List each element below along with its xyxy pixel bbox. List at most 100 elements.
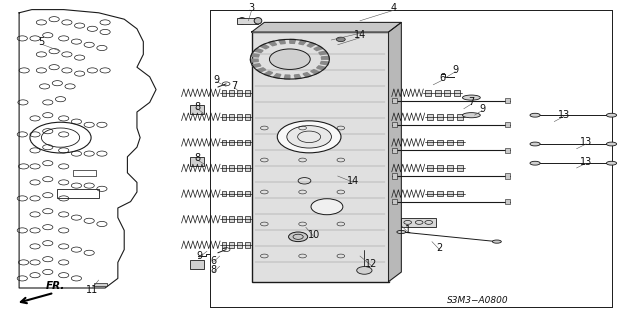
Text: 9: 9	[213, 75, 220, 85]
Polygon shape	[307, 43, 316, 47]
Text: 14: 14	[354, 30, 366, 40]
Ellipse shape	[530, 161, 540, 165]
Polygon shape	[279, 40, 285, 44]
Circle shape	[269, 49, 310, 69]
Bar	[447, 140, 453, 145]
Bar	[447, 191, 453, 196]
Polygon shape	[299, 40, 306, 45]
Polygon shape	[19, 10, 156, 288]
Circle shape	[357, 267, 372, 274]
Polygon shape	[321, 56, 329, 59]
Text: 8: 8	[194, 102, 201, 112]
Bar	[229, 140, 234, 145]
Polygon shape	[268, 41, 276, 46]
Bar	[238, 90, 242, 96]
Bar	[238, 140, 242, 145]
Bar	[57, 189, 99, 198]
Circle shape	[277, 121, 341, 153]
Text: 13: 13	[580, 137, 592, 148]
Polygon shape	[284, 75, 290, 79]
Bar	[222, 191, 227, 196]
Text: 2: 2	[436, 243, 443, 253]
Polygon shape	[260, 44, 269, 49]
Polygon shape	[314, 46, 323, 51]
Bar	[437, 114, 443, 120]
Text: 6: 6	[440, 73, 446, 84]
Bar	[222, 140, 227, 145]
Polygon shape	[273, 74, 281, 78]
Polygon shape	[251, 54, 259, 57]
Bar	[190, 105, 204, 114]
Text: 9: 9	[452, 65, 459, 76]
Bar	[392, 98, 397, 103]
Polygon shape	[303, 73, 311, 77]
Ellipse shape	[606, 113, 617, 117]
Bar	[437, 191, 443, 196]
Text: 8: 8	[210, 265, 217, 276]
Polygon shape	[264, 71, 273, 76]
Bar	[505, 122, 510, 127]
Text: 7: 7	[231, 81, 238, 92]
Bar	[425, 90, 431, 96]
Polygon shape	[311, 70, 320, 74]
Polygon shape	[257, 68, 266, 72]
Polygon shape	[389, 22, 401, 282]
Text: 12: 12	[365, 259, 378, 269]
Circle shape	[289, 232, 308, 242]
Bar	[245, 140, 250, 145]
Bar	[454, 90, 460, 96]
Ellipse shape	[397, 230, 406, 234]
Polygon shape	[250, 59, 259, 62]
Bar	[437, 165, 443, 171]
Text: 6: 6	[210, 256, 217, 266]
Ellipse shape	[606, 142, 617, 146]
Ellipse shape	[254, 18, 262, 24]
Circle shape	[336, 37, 345, 42]
Text: 5: 5	[38, 36, 45, 47]
Bar	[252, 32, 389, 282]
Polygon shape	[290, 39, 296, 44]
Text: 14: 14	[347, 176, 360, 186]
Bar	[238, 216, 242, 222]
Text: 4: 4	[390, 3, 397, 13]
Bar	[457, 114, 463, 120]
Text: 9: 9	[196, 251, 203, 261]
Polygon shape	[252, 22, 401, 32]
Bar	[392, 148, 397, 153]
Bar	[447, 165, 453, 171]
Ellipse shape	[606, 161, 617, 165]
Bar	[505, 173, 510, 179]
Bar	[392, 173, 397, 179]
Ellipse shape	[530, 142, 540, 146]
Bar	[73, 170, 96, 176]
Bar	[245, 165, 250, 171]
Bar	[237, 18, 258, 24]
Bar	[245, 114, 250, 120]
Polygon shape	[254, 48, 263, 52]
Bar	[229, 165, 234, 171]
Polygon shape	[318, 51, 327, 55]
Ellipse shape	[492, 240, 501, 243]
Bar	[427, 140, 433, 145]
Text: 9: 9	[479, 104, 485, 114]
Bar	[190, 157, 204, 166]
Bar	[457, 191, 463, 196]
Bar	[245, 216, 250, 222]
Bar	[457, 140, 463, 145]
Bar	[229, 90, 234, 96]
Ellipse shape	[238, 18, 246, 24]
Text: S3M3−A0800: S3M3−A0800	[447, 296, 508, 305]
Bar	[229, 114, 234, 120]
Bar	[222, 165, 227, 171]
Text: 7: 7	[468, 97, 475, 108]
Bar	[238, 165, 242, 171]
Bar	[229, 216, 234, 222]
Ellipse shape	[462, 113, 480, 118]
Circle shape	[287, 126, 331, 148]
Bar	[94, 283, 107, 286]
Bar	[245, 242, 250, 248]
Text: FR.: FR.	[46, 281, 65, 291]
Text: 1: 1	[404, 225, 411, 236]
Bar	[222, 242, 227, 248]
Bar	[505, 148, 510, 153]
